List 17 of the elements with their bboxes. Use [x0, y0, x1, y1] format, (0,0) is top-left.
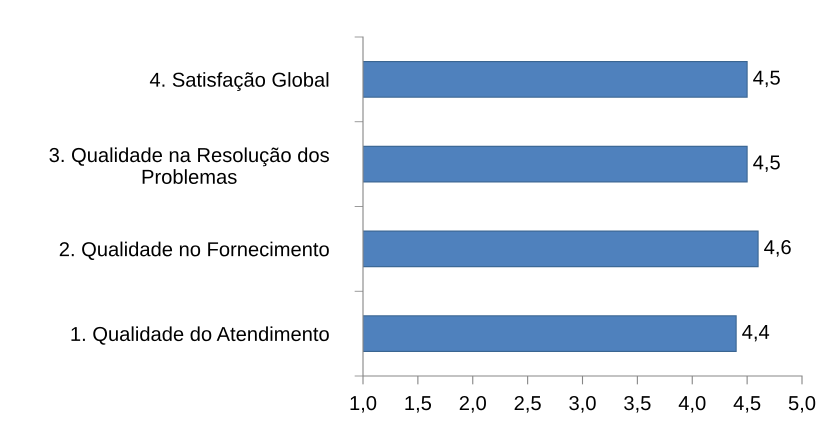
x-tick-label: 3,0	[569, 396, 596, 413]
x-tick-label: 5,0	[788, 396, 816, 413]
y-tick-label: 4. Satisfação Global	[150, 72, 328, 91]
y-tick-label: 3. Qualidade na Resolução dos Problemas	[49, 147, 329, 184]
data-label: 4,5	[753, 155, 780, 172]
x-tick-label: 4,5	[734, 396, 760, 413]
x-tick-label: 2,5	[514, 396, 541, 413]
y-tick-label: 1. Qualidade do Atendimento	[71, 326, 329, 345]
x-tick-label: 3,5	[624, 396, 651, 413]
data-label: 4,5	[753, 70, 780, 88]
y-tick-label: 2. Qualidade no Fornecimento	[60, 242, 329, 260]
data-label: 4,6	[764, 240, 791, 257]
x-tick-label: 2,0	[460, 396, 486, 413]
x-tick-label: 4,0	[678, 396, 706, 413]
x-tick-label: 1,0	[350, 396, 376, 413]
x-tick-label: 1,5	[405, 396, 432, 413]
data-label: 4,4	[742, 324, 770, 342]
